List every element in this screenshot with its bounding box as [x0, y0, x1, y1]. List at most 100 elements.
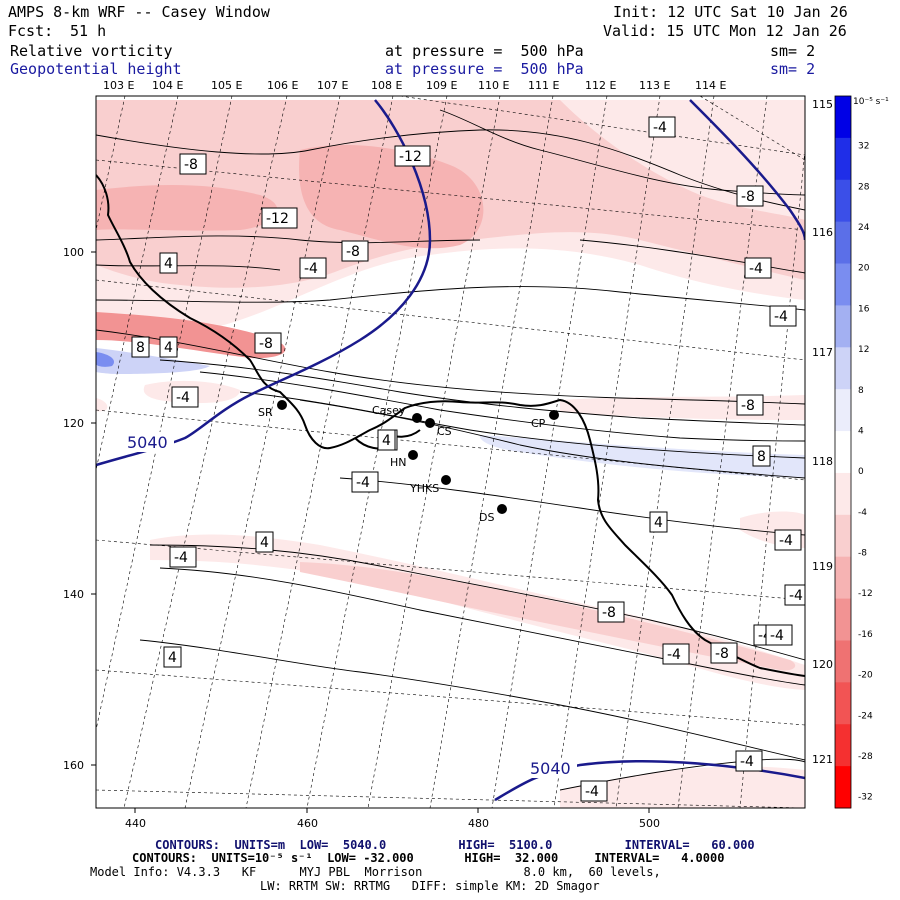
pos-vort-east [479, 435, 805, 478]
colorbar-level-label: -20 [858, 671, 873, 681]
station-label-casey: Casey [372, 404, 406, 417]
vorticity-label-text: 4 [654, 515, 663, 531]
vorticity-label-text: -8 [602, 605, 616, 621]
vorticity-label: -4 [169, 546, 197, 568]
station-dot-hn [408, 450, 418, 460]
footer-vorticity-contours: CONTOURS: UNITS=10⁻⁵ s⁻¹ LOW= -32.000 HI… [132, 851, 725, 865]
colorbar-swatch [835, 556, 851, 600]
station-dot-yhks [441, 475, 451, 485]
vorticity-label-text: -8 [259, 336, 273, 352]
forecast-hour: 51 h [70, 22, 107, 40]
lon-top-label: 107 E [317, 79, 348, 92]
vorticity-label: -4 [744, 257, 772, 279]
colorbar-level-label: -4 [858, 508, 867, 518]
station-label-sr: SR [258, 406, 273, 419]
vorticity-label-text: -4 [304, 261, 318, 277]
vorticity-label-text: -4 [174, 550, 188, 566]
lon-top-label: 113 E [639, 79, 670, 92]
vorticity-label: -8 [179, 153, 207, 175]
colorbar-level-label: 12 [858, 345, 869, 355]
axes: 103 E 104 E 105 E 106 E 107 E 108 E 109 E 110 E… [63, 79, 843, 830]
colorbar-level-label: -24 [858, 711, 873, 721]
vorticity-label: 8 [131, 336, 150, 358]
x-tick-label: 500 [639, 817, 660, 830]
colorbar-swatch [835, 263, 851, 306]
vorticity-label: -4 [735, 750, 763, 772]
vorticity-label: 8 [752, 445, 771, 467]
colorbar-level-label: 4 [858, 426, 864, 436]
colorbar-level-label: -32 [858, 793, 873, 803]
neg-vort-south-band [150, 534, 805, 690]
footer-physics: LW: RRTM SW: RRTMG DIFF: simple KM: 2D S… [260, 879, 600, 893]
neg-vort-west-strip [96, 312, 286, 359]
vorticity-label-text: -4 [770, 628, 784, 644]
colorbar-swatch [835, 514, 851, 558]
vorticity-label: -4 [171, 386, 199, 408]
vorticity-label-text: 4 [164, 256, 173, 272]
vorticity-label-text: -4 [779, 533, 793, 549]
colorbar-level-label: -28 [858, 752, 873, 762]
colorbar-swatch [835, 347, 851, 390]
field2-name: Geopotential height [10, 60, 182, 78]
colorbar-swatch [835, 640, 851, 683]
vorticity-label: 4 [159, 336, 178, 358]
lon-top-label: 110 E [478, 79, 509, 92]
colorbar-level-label: 28 [858, 182, 870, 192]
neg-vort-south-east [560, 766, 805, 808]
vorticity-label: -8 [710, 642, 738, 664]
valid-time: Valid: 15 UTC Mon 12 Jan 26 [603, 22, 847, 40]
colorbar-unit: 10⁻⁵ s⁻¹ [853, 97, 889, 107]
lon-top-label: 104 E [152, 79, 183, 92]
vorticity-label: -8 [736, 185, 764, 207]
colorbar-level-label: 16 [858, 304, 870, 314]
vorticity-label-text: -4 [740, 754, 754, 770]
vorticity-contour-labels: -12 -8 -12 -8 -4 4 -8 -4 -4 8 4 -8 -4 -4 -8 -4 4 -4 4 8 4 -4 -… [131, 116, 805, 802]
vorticity-label-text: -4 [653, 120, 667, 136]
colorbar-swatch [835, 766, 851, 809]
colorbar-swatch [835, 179, 851, 223]
lat-lon-grid [96, 96, 805, 808]
vorticity-label: -8 [597, 601, 625, 623]
vorticity-label-text: 8 [757, 449, 766, 465]
colorbar-level-label: 0 [858, 467, 864, 477]
vorticity-label: -8 [254, 332, 282, 354]
vorticity-label: -4 [784, 584, 805, 606]
y-tick-label: 120 [63, 417, 84, 430]
y-tick-label: 160 [63, 759, 84, 772]
forecast-label: Fcst: [8, 22, 54, 40]
colorbar-level-label: 20 [858, 264, 870, 274]
vorticity-label: 4 [255, 531, 274, 553]
vorticity-label-text: 4 [168, 650, 177, 666]
station-markers [277, 400, 559, 514]
colorbar-swatch [835, 389, 851, 432]
colorbar-swatch [835, 431, 851, 474]
colorbar-swatch [835, 598, 851, 641]
vorticity-label: 4 [649, 511, 668, 533]
field1-name: Relative vorticity [10, 42, 173, 60]
colorbar-level-label: 8 [858, 386, 864, 396]
station-dot-cp [549, 410, 559, 420]
footer-height-contours: CONTOURS: UNITS=m LOW= 5040.0 HIGH= 5100… [155, 838, 755, 852]
y-tick-label: 100 [63, 246, 84, 259]
station-label-yhks: YHKS [409, 482, 439, 495]
map-plot-area: SR Casey CS CP HN YHKS DS 5040 5040 -12-… [96, 96, 805, 808]
lon-top-label: 114 E [695, 79, 726, 92]
vorticity-label: -4 [648, 116, 676, 138]
vorticity-label-text: -12 [266, 211, 289, 227]
field1-smoothing: sm= 2 [770, 42, 816, 60]
station-label-cs: CS [437, 425, 452, 438]
colorbar-swatch [835, 472, 851, 516]
lon-top-label: 112 E [585, 79, 616, 92]
lon-top-label: 105 E [211, 79, 242, 92]
vorticity-label-text: -8 [715, 646, 729, 662]
neg-vort-south-core [300, 562, 796, 671]
plot-frame [95, 95, 806, 809]
vorticity-label: 4 [159, 252, 178, 274]
vorticity-label: 4 [163, 646, 182, 668]
colorbar-frame [834, 95, 852, 809]
station-labels: SR Casey CS CP HN YHKS DS [258, 404, 546, 524]
station-label-cp: CP [531, 417, 546, 430]
vorticity-label-text: 4 [260, 535, 269, 551]
station-label-ds: DS [479, 511, 494, 524]
